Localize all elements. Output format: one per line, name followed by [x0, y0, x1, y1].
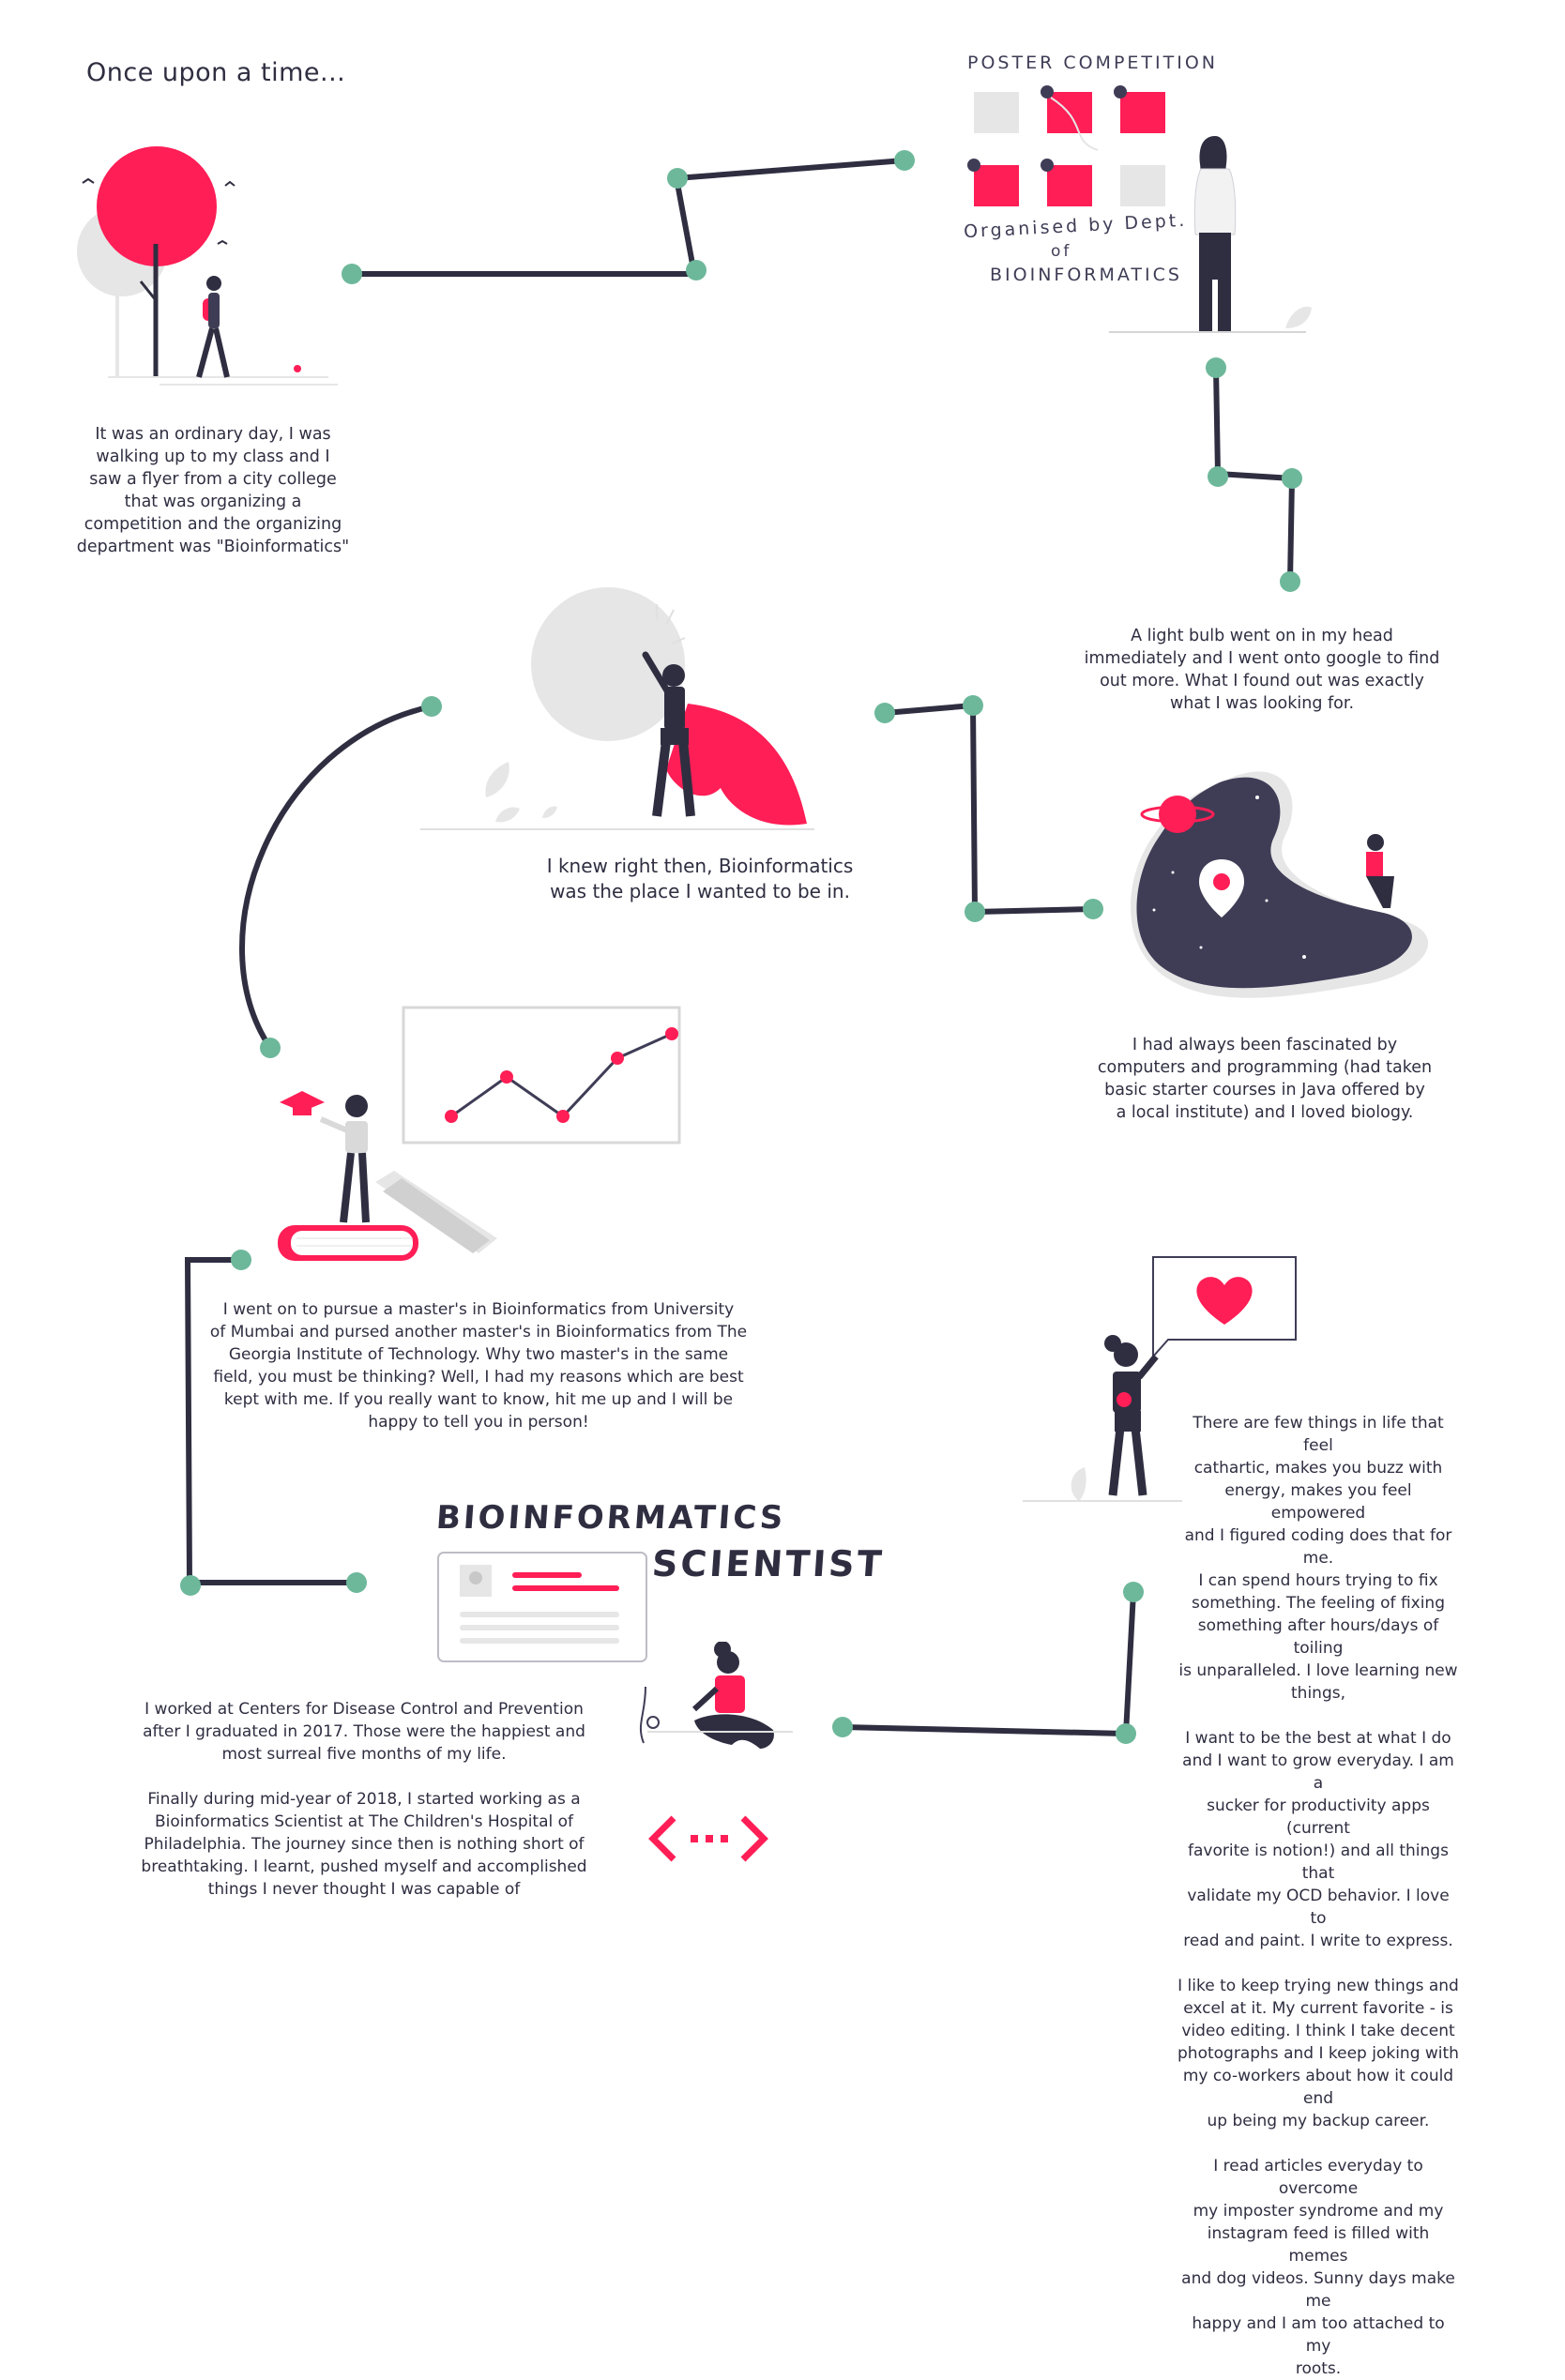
path-node: [1280, 571, 1300, 592]
path-node: [832, 1717, 853, 1737]
page-title: Once upon a time...: [86, 58, 346, 87]
path-node: [1116, 1723, 1136, 1744]
poster-organised-line3: BIOINFORMATICS: [990, 265, 1182, 285]
path-node: [686, 260, 707, 280]
path-node: [260, 1038, 281, 1058]
woman-standing-icon: [1109, 136, 1312, 333]
path-node: [1282, 468, 1302, 489]
path-node: [231, 1250, 251, 1270]
path-node: [346, 1572, 367, 1593]
graduate-icon: [280, 1091, 370, 1223]
poster-grid-icon: [967, 85, 1165, 206]
space-blob-icon: [1131, 771, 1429, 998]
path-node: [421, 696, 442, 717]
story-4-text: I had always been fascinated by computer…: [1097, 1036, 1433, 1122]
heart-bubble-icon: [1152, 1256, 1297, 1357]
path-node: [965, 902, 985, 922]
path-node: [180, 1575, 201, 1596]
location-pin-icon: [1199, 859, 1244, 917]
path-node: [1083, 899, 1103, 919]
poster-organised-line2: of: [1051, 242, 1072, 261]
woman-laptop-icon: [639, 1642, 793, 1749]
magnifier-icon: [1306, 844, 1344, 882]
superhero-icon: [420, 587, 814, 830]
path-node: [894, 150, 915, 171]
line-graph-icon: [402, 1006, 681, 1145]
path-node: [874, 703, 895, 723]
story-1-text: It was an ordinary day, I was walking up…: [76, 425, 350, 556]
path-node: [1123, 1582, 1144, 1602]
story-3-text: I knew right then, Bioinformatics was th…: [546, 855, 854, 902]
path-node: [1208, 466, 1228, 487]
timeline-page: Once upon a time... It was an ordinary d…: [76, 53, 1459, 2378]
story-2-text: A light bulb went on in my head immediat…: [1084, 627, 1440, 713]
story-5-text: I went on to pursue a master's in Bioinf…: [209, 1300, 748, 1432]
path-node: [667, 168, 688, 189]
story-6-text: I worked at Centers for Disease Control …: [141, 1700, 587, 1899]
path-node: [1206, 357, 1226, 378]
profile-card-icon: [437, 1552, 647, 1662]
job-title-line2: SCIENTIST: [650, 1543, 887, 1584]
planet-icon: [1140, 796, 1215, 833]
path-node: [963, 695, 983, 716]
code-brackets-icon: [648, 1815, 768, 1862]
job-title-line1: BIOINFORMATICS: [434, 1499, 787, 1537]
books-icon: [278, 1171, 497, 1261]
woman-heart-icon: [1023, 1335, 1182, 1502]
story-7-text: There are few things in life that feel c…: [1178, 1414, 1459, 2378]
woman-walking-icon: [196, 276, 230, 378]
tree-icon: [77, 146, 338, 386]
poster-heading: POSTER COMPETITION: [967, 53, 1218, 73]
timeline-path: [180, 150, 1302, 1744]
path-node: [342, 264, 362, 284]
